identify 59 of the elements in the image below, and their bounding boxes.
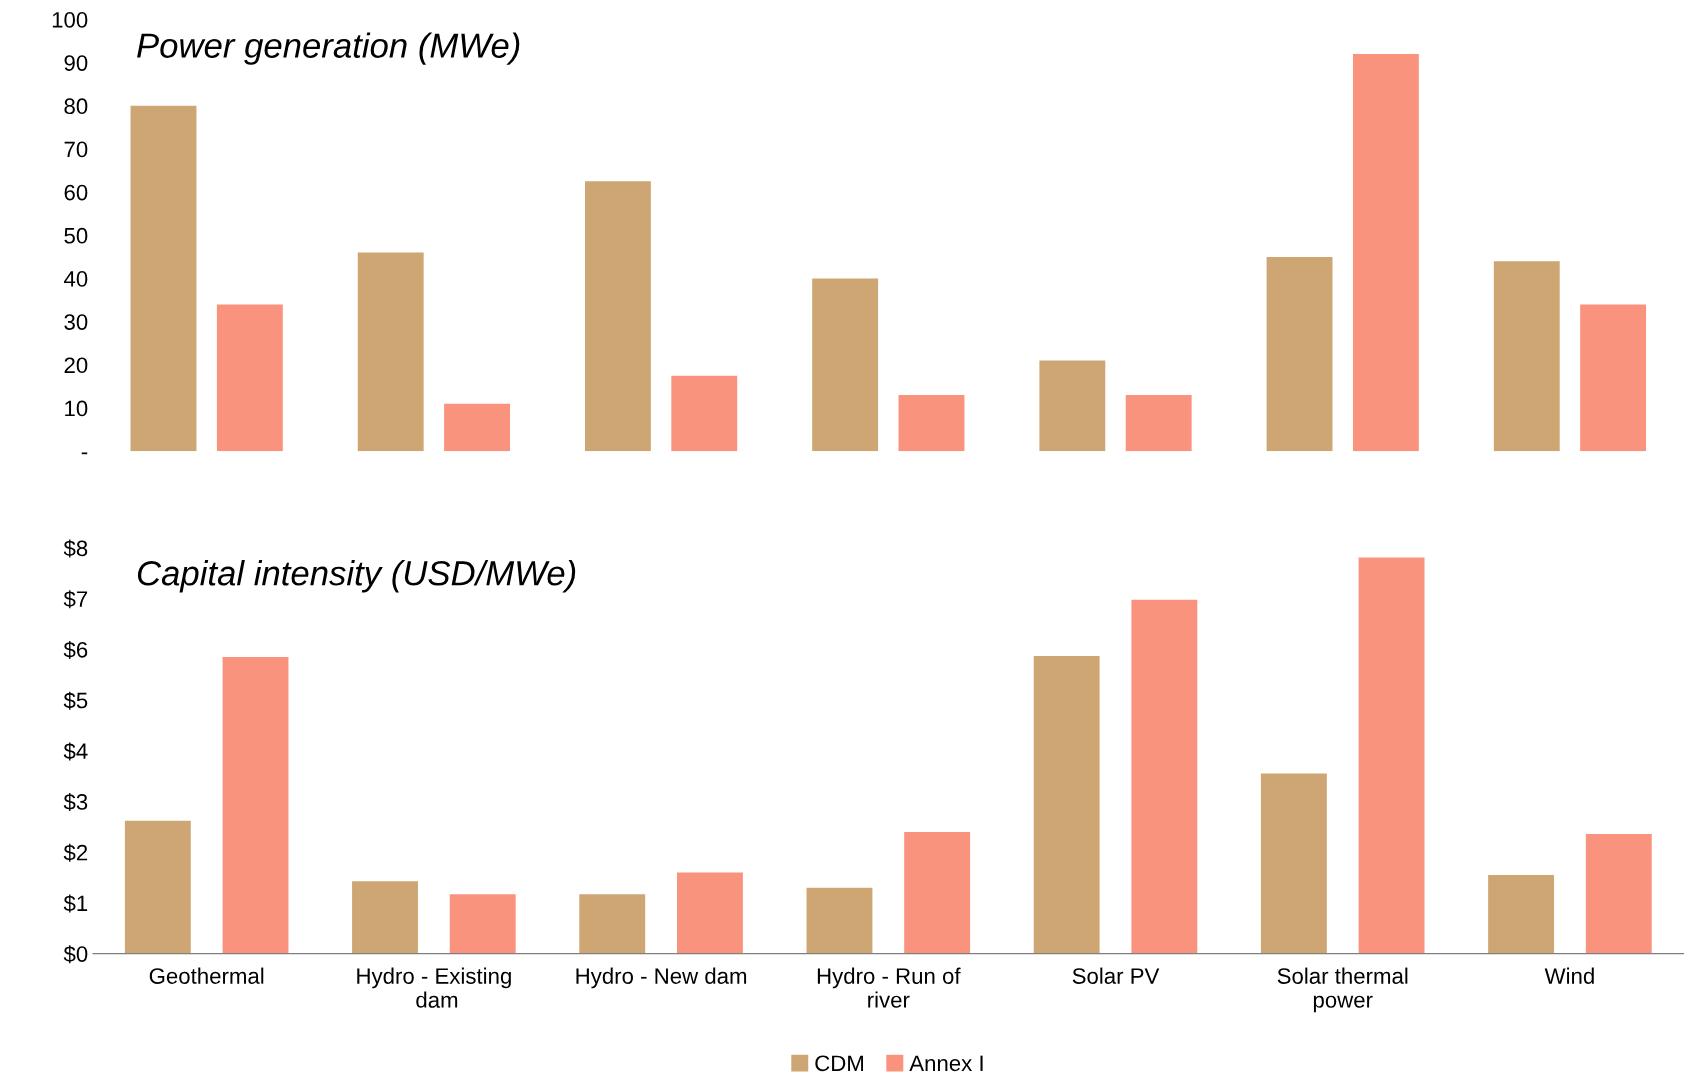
chart-title: Power generation (MWe) xyxy=(137,32,520,65)
bar xyxy=(1580,304,1647,452)
y-tick-label: $3 xyxy=(63,793,88,812)
y-tick-label: $0 xyxy=(63,945,88,964)
y-tick-label: 60 xyxy=(64,184,88,201)
bar xyxy=(579,894,646,954)
y-tick-label: 70 xyxy=(64,141,88,158)
x-tick-label: Wind xyxy=(1544,967,1594,984)
y-tick-label: $7 xyxy=(63,590,88,609)
y-tick-label: 30 xyxy=(64,314,88,330)
bar xyxy=(1033,655,1100,954)
x-tick-label: Hydro - Existing dam xyxy=(357,967,511,1008)
bar xyxy=(671,375,738,452)
x-tick-label: Geothermal xyxy=(149,967,264,984)
y-tick-label: 80 xyxy=(64,98,88,115)
bar xyxy=(898,395,965,452)
bar xyxy=(216,304,283,452)
y-tick-label: $2 xyxy=(63,843,88,862)
legend-label: CDM xyxy=(815,1055,863,1072)
y-tick-label: - xyxy=(81,452,88,455)
y-tick-label: 10 xyxy=(65,400,88,417)
x-tick-label: Hydro - Run of river xyxy=(817,967,961,1008)
y-tick-label: $6 xyxy=(63,640,88,659)
legend-label: Annex I xyxy=(909,1055,983,1072)
bar xyxy=(676,872,743,954)
y-tick-label: 90 xyxy=(64,55,88,71)
bar xyxy=(444,403,510,452)
bar xyxy=(1493,261,1560,452)
bar xyxy=(1125,395,1192,452)
bar xyxy=(124,820,191,954)
bar xyxy=(584,181,651,452)
bar xyxy=(1131,599,1198,954)
chart-title: Capital intensity (USD/MWe) xyxy=(137,560,576,593)
bar xyxy=(1488,875,1555,954)
bar xyxy=(812,278,879,452)
bar xyxy=(130,105,197,452)
bar xyxy=(904,831,971,954)
bar xyxy=(222,656,289,954)
bar xyxy=(1585,833,1652,954)
y-tick-label: 100 xyxy=(52,12,88,28)
y-tick-label: 50 xyxy=(64,227,88,244)
y-tick-label: 40 xyxy=(63,271,88,287)
bar xyxy=(1260,773,1327,954)
bar xyxy=(1266,256,1333,452)
bar xyxy=(1352,54,1419,452)
bar xyxy=(449,894,516,954)
y-tick-label: $8 xyxy=(63,539,88,558)
bar xyxy=(1358,557,1425,954)
bar xyxy=(352,881,418,954)
x-tick-label: Solar thermal power xyxy=(1277,967,1408,1013)
bar xyxy=(1039,360,1106,452)
y-tick-label: 20 xyxy=(64,357,88,374)
x-tick-label: Solar PV xyxy=(1072,967,1160,984)
bar xyxy=(806,887,873,954)
y-tick-label: $4 xyxy=(63,742,88,761)
bar xyxy=(357,252,424,452)
x-tick-label: Hydro - New dam xyxy=(576,967,747,989)
y-tick-label: $5 xyxy=(63,691,88,710)
y-tick-label: $1 xyxy=(63,894,88,913)
